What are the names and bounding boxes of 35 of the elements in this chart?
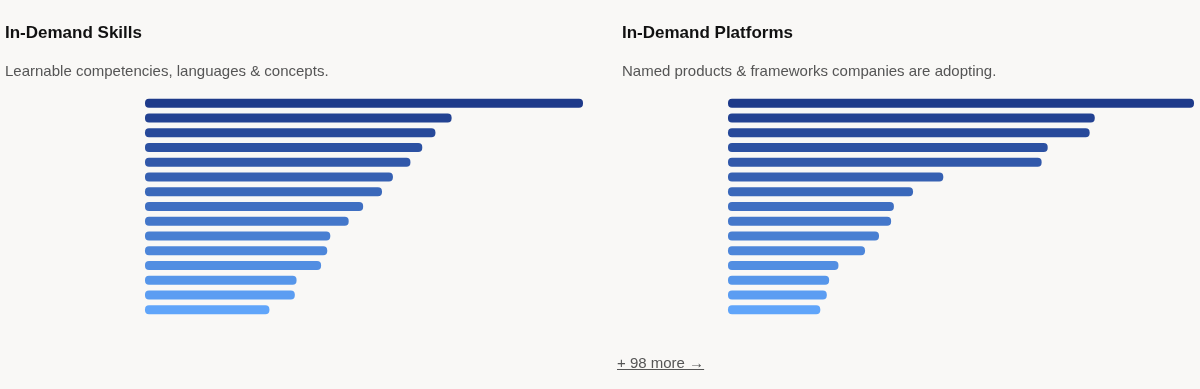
bar <box>145 231 331 241</box>
bar <box>728 98 1194 108</box>
bar <box>145 202 364 211</box>
bar <box>728 143 1048 153</box>
bar <box>145 260 322 270</box>
bar <box>145 113 452 123</box>
bar <box>145 128 436 138</box>
bar <box>728 260 839 270</box>
bar <box>728 113 1095 123</box>
bar <box>728 187 913 197</box>
bar <box>728 128 1090 138</box>
bar <box>728 202 894 211</box>
bar <box>728 290 827 300</box>
bar <box>728 157 1042 167</box>
bar <box>728 216 892 226</box>
bar <box>145 275 297 285</box>
chart-title: In-Demand Platforms <box>622 23 793 42</box>
bar <box>145 290 295 300</box>
chart-title: In-Demand Skills <box>5 23 142 42</box>
bar <box>145 305 270 315</box>
bar <box>145 187 382 197</box>
bar <box>145 143 423 153</box>
text: + 98 more → <box>617 354 705 371</box>
bar <box>145 216 349 226</box>
bar <box>728 246 865 256</box>
bar <box>728 231 879 241</box>
bar <box>145 172 393 182</box>
bar <box>145 98 583 108</box>
bar <box>728 275 830 285</box>
bar <box>728 172 944 182</box>
bar <box>145 246 328 256</box>
chart-subtitle: Learnable competencies, languages & concepts. <box>5 62 329 79</box>
chart-subtitle: Named products & frameworks companies are adopting. <box>622 62 997 79</box>
bar <box>145 157 411 167</box>
bar <box>728 305 821 315</box>
